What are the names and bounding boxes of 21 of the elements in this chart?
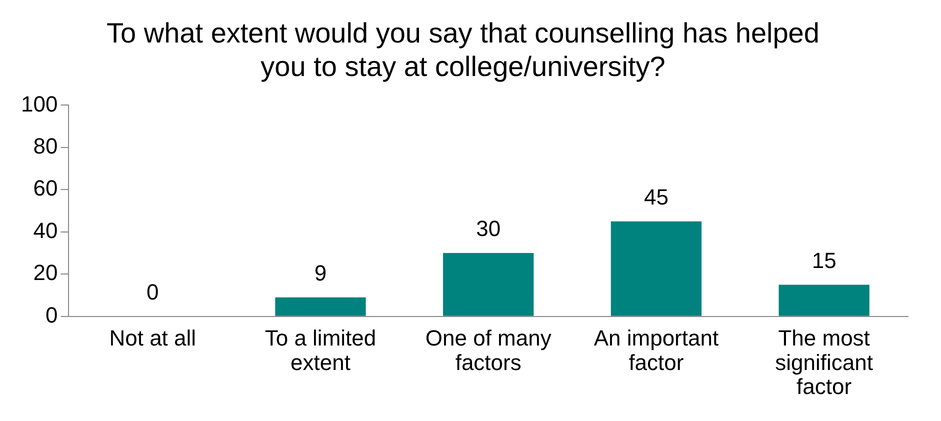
y-tick-label: 100 <box>20 91 58 116</box>
x-tick-label: An important factor <box>594 326 719 375</box>
data-label: 30 <box>476 216 501 242</box>
data-label: 15 <box>812 248 836 273</box>
x-tick-label: One of many factors <box>425 326 552 375</box>
data-label: 0 <box>146 279 159 304</box>
x-tick-label: Not at all <box>109 326 196 351</box>
bar <box>610 221 702 316</box>
x-tick-label: To a limited extent <box>264 326 376 375</box>
bar <box>443 253 534 316</box>
y-tick-label: 40 <box>33 218 58 243</box>
bar <box>275 297 366 316</box>
data-label: 9 <box>314 260 327 286</box>
y-tick-label: 20 <box>33 260 58 286</box>
chart-title: To what extent would you say that counselling has helped you to stay at college/university? <box>106 18 820 82</box>
data-label: 45 <box>644 184 668 210</box>
bar <box>778 284 870 316</box>
x-tick-label: The most significant factor <box>775 326 873 399</box>
y-tick-label: 80 <box>33 134 58 159</box>
y-tick-label: 0 <box>45 302 58 328</box>
y-tick-label: 60 <box>33 176 58 201</box>
